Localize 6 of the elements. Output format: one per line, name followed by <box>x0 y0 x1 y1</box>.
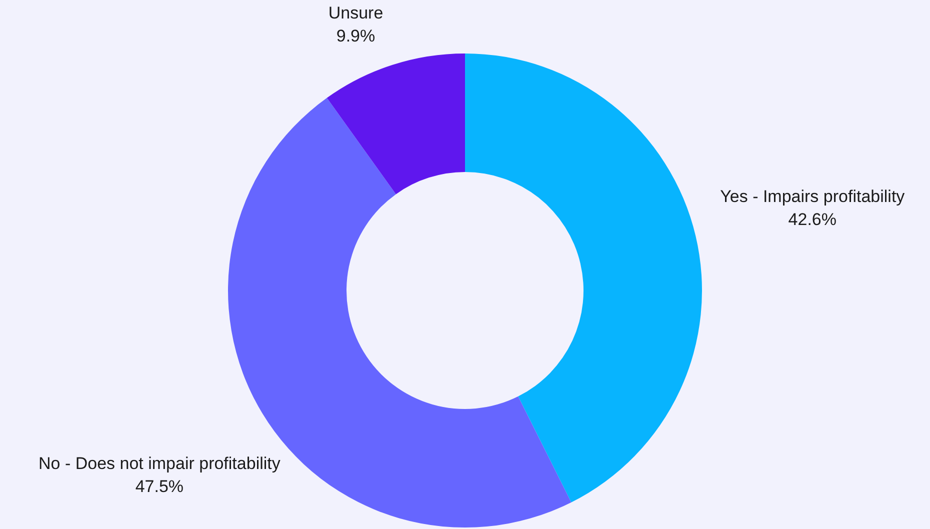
slice-label: Yes - Impairs profitability <box>720 186 906 206</box>
data-label: 47.5% <box>135 476 184 496</box>
data-label: 9.9% <box>336 26 376 46</box>
slice-label: No - Does not impair profitability <box>38 454 281 473</box>
slice-label: Unsure <box>328 4 384 23</box>
data-label: 42.6% <box>788 210 836 229</box>
